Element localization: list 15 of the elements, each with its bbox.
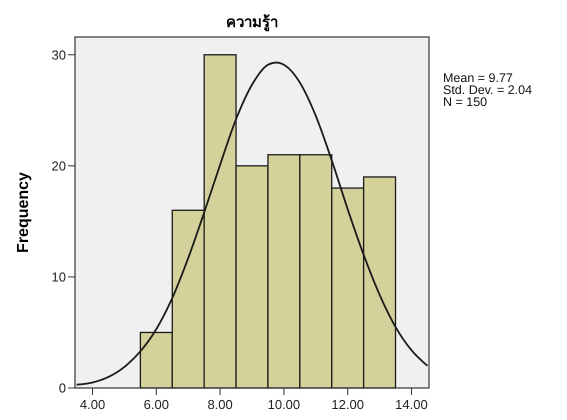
y-tick-label: 10 [52, 269, 66, 284]
y-tick-label: 0 [58, 380, 66, 396]
y-axis-title: Frequency [15, 172, 32, 253]
x-tick-label: 6.00 [144, 397, 169, 412]
x-tick-label: 8.00 [207, 397, 233, 412]
y-tick-label: 20 [52, 158, 66, 174]
text: N = 150 [443, 95, 488, 109]
text: Mean = 9.77 [443, 71, 513, 85]
x-tick-label: 10.00 [268, 397, 300, 412]
chart-title: ความรู้า [226, 13, 278, 32]
x-tick-label: 14.00 [395, 397, 428, 412]
text: Std. Dev. = 2.04 [443, 83, 532, 97]
x-tick-label: 4.00 [80, 397, 106, 412]
x-tick-label: 12.00 [331, 397, 364, 412]
y-tick-label: 30 [52, 47, 66, 62]
